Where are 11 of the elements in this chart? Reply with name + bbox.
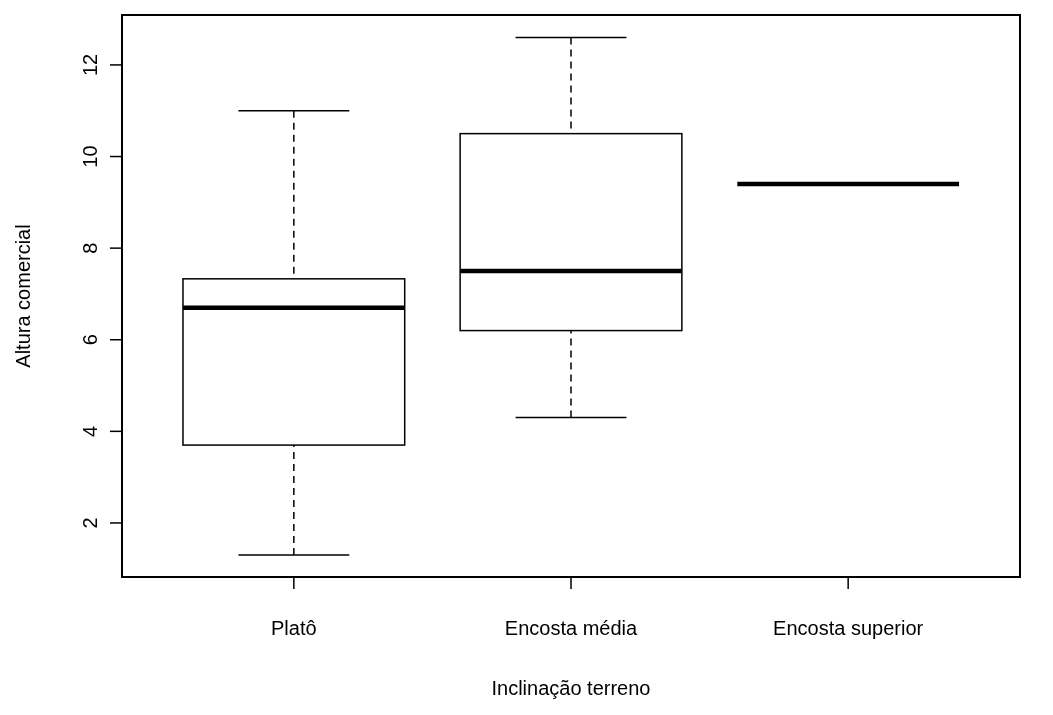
y-tick-label: 6 <box>79 334 102 346</box>
x-axis-title: Inclinação terreno <box>491 677 651 699</box>
x-tick-label: Encosta média <box>504 617 639 639</box>
y-tick-label: 10 <box>79 145 102 168</box>
y-axis-title: Altura comercial <box>12 224 34 368</box>
y-tick-label: 12 <box>79 53 102 77</box>
x-tick-label: Platô <box>271 617 317 639</box>
y-tick-label: 2 <box>79 517 102 529</box>
x-tick-label: Encosta superior <box>773 617 924 639</box>
y-tick-label: 8 <box>79 242 102 254</box>
y-tick-label: 4 <box>79 425 102 437</box>
